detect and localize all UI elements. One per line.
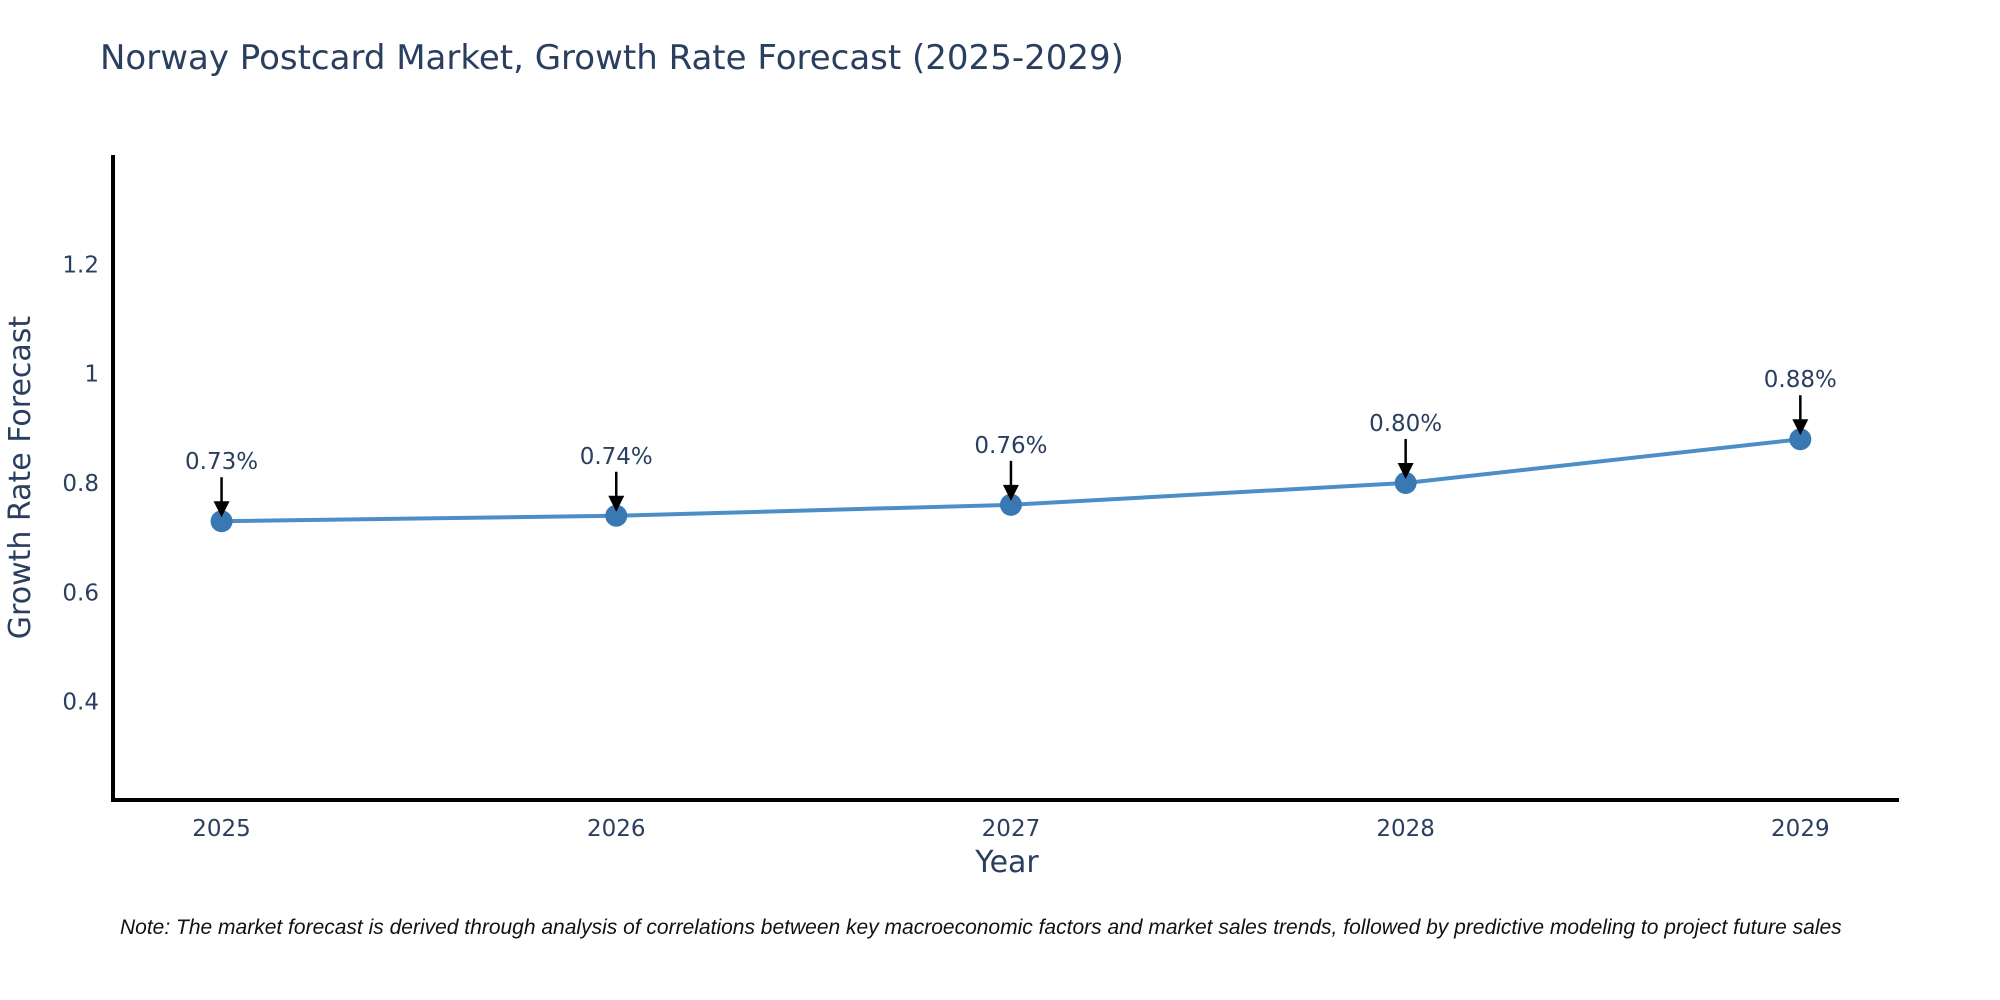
y-tick-label: 0.6: [62, 580, 99, 606]
y-tick-label: 1: [84, 362, 99, 388]
y-tick-label: 0.8: [62, 471, 99, 497]
annotation-label: 0.73%: [185, 449, 258, 475]
footnote: Note: The market forecast is derived thr…: [120, 916, 1842, 939]
data-point-2025[interactable]: [210, 510, 233, 533]
x-tick-label: 2028: [1376, 816, 1435, 842]
chart-title: Norway Postcard Market, Growth Rate Fore…: [100, 38, 1124, 78]
x-tick-label: 2027: [982, 816, 1041, 842]
x-axis-title: Year: [974, 845, 1039, 880]
annotation-label: 0.88%: [1764, 367, 1837, 393]
annotation-label: 0.76%: [974, 433, 1047, 459]
data-point-2028[interactable]: [1394, 471, 1417, 494]
x-tick-label: 2025: [192, 816, 251, 842]
annotation-arrowhead: [608, 495, 625, 512]
y-tick-label: 1.2: [62, 252, 99, 278]
y-tick-label: 0.4: [62, 690, 99, 716]
annotation-arrowhead: [1792, 419, 1809, 436]
data-point-2027[interactable]: [999, 493, 1022, 516]
data-point-2026[interactable]: [605, 504, 628, 527]
annotation-label: 0.80%: [1369, 411, 1442, 437]
data-point-2029[interactable]: [1789, 428, 1812, 451]
x-tick-label: 2026: [587, 816, 646, 842]
y-axis-title: Growth Rate Forecast: [3, 316, 38, 640]
annotation-arrowhead: [1397, 462, 1414, 479]
x-tick-label: 2029: [1771, 816, 1830, 842]
annotation-label: 0.74%: [580, 444, 653, 470]
annotation-arrowhead: [1002, 484, 1019, 501]
annotation-arrowhead: [213, 501, 230, 518]
